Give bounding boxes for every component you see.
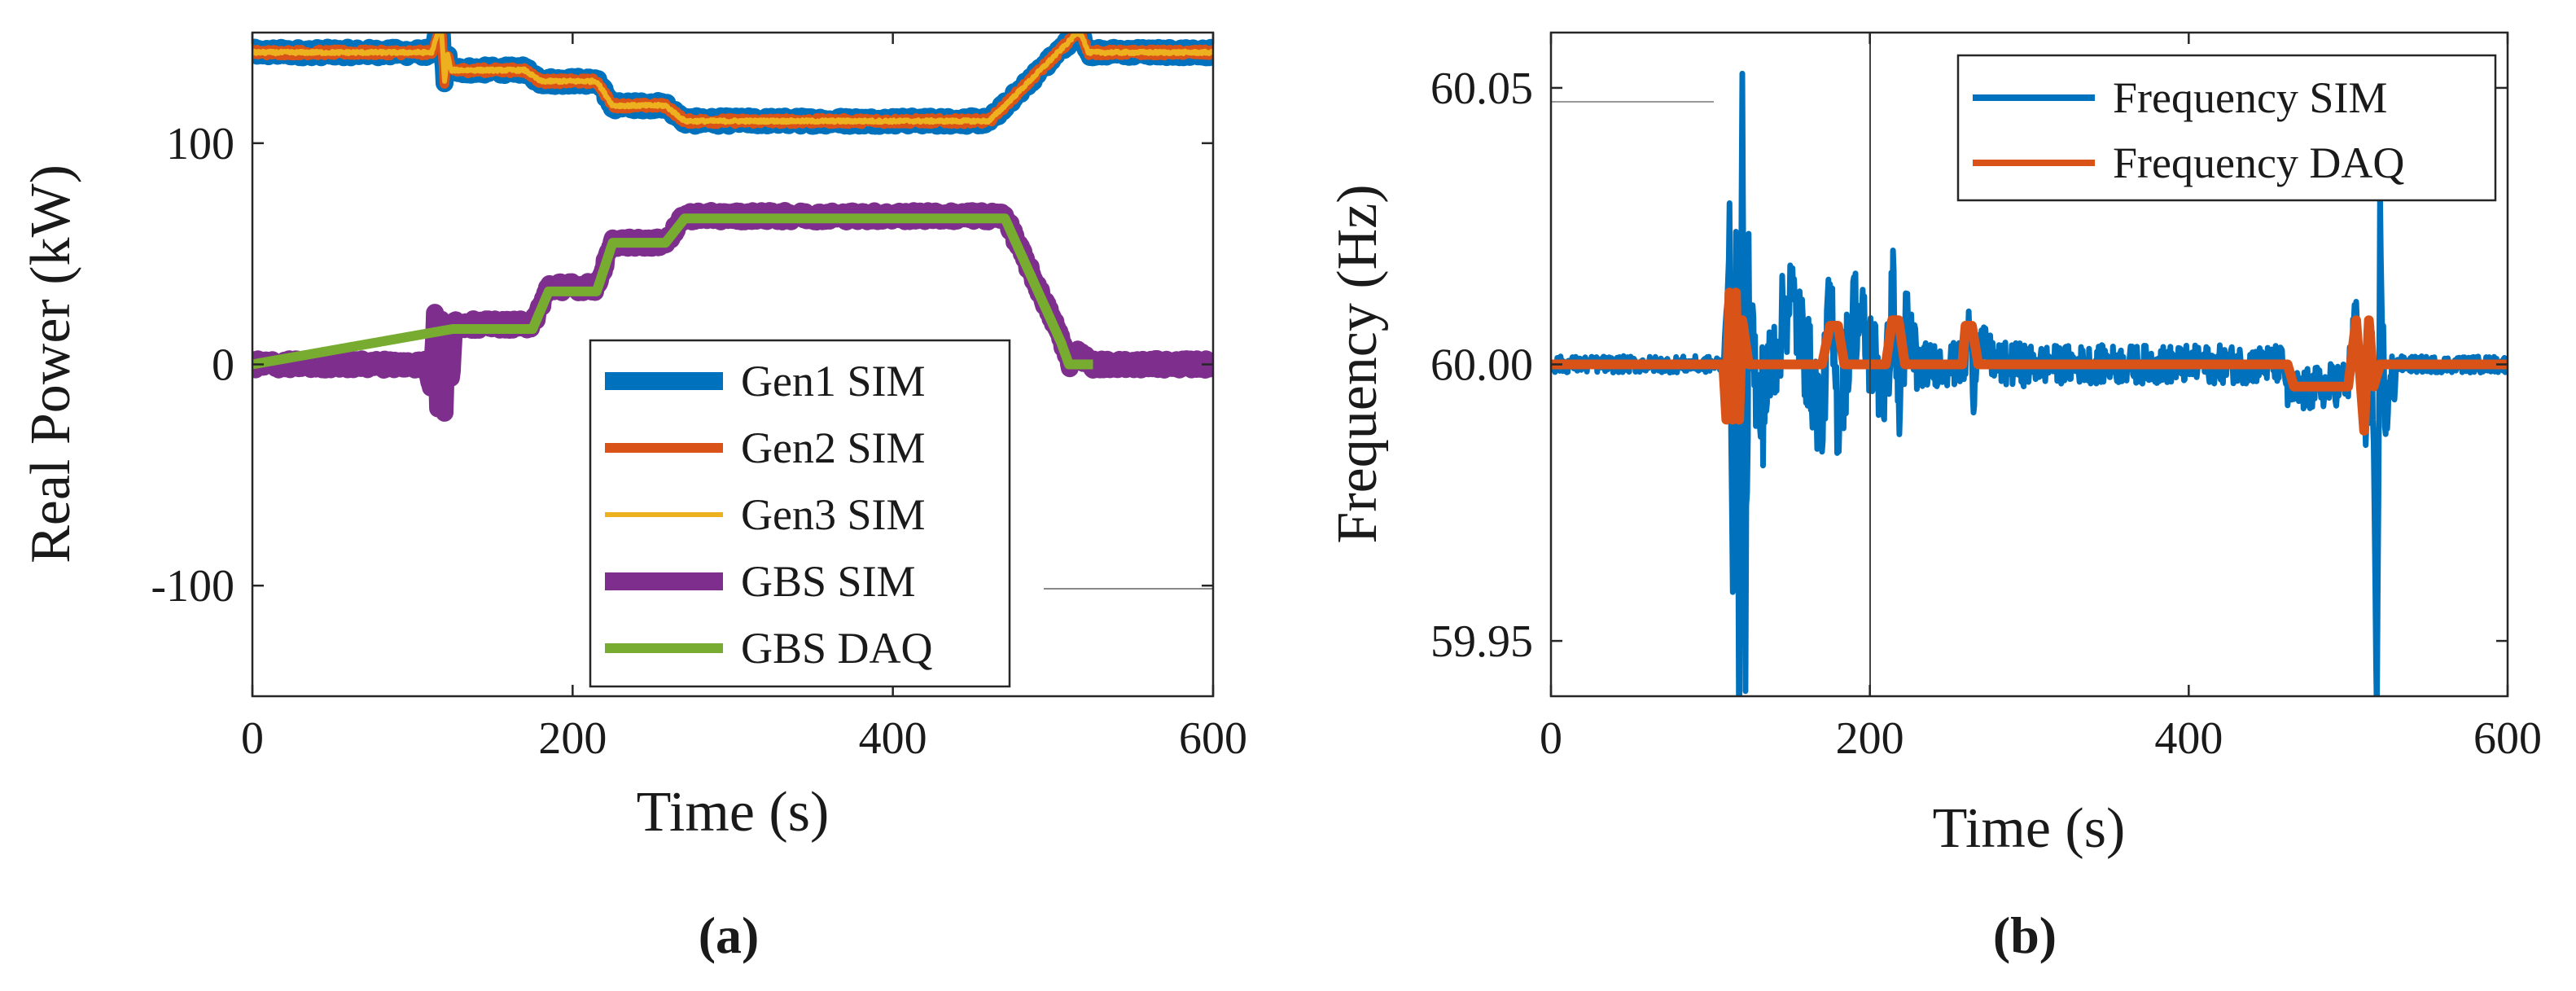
panel-a-x-tick-label: 200 bbox=[538, 713, 607, 764]
panel-a-legend-label: Gen3 SIM bbox=[741, 490, 926, 539]
panel-b-y-tick-label: 59.95 bbox=[1430, 616, 1533, 667]
panel-a-y-tick-label: -100 bbox=[151, 561, 234, 612]
panel-b-legend-box bbox=[1956, 54, 2497, 202]
panel-a-legend-label: GBS DAQ bbox=[741, 624, 933, 673]
panel-a-legend-label: Gen1 SIM bbox=[741, 357, 926, 406]
panel-a-x-tick-label: 0 bbox=[241, 713, 264, 764]
panel-a-y-axis-label: Real Power (kW) bbox=[20, 164, 82, 563]
panel-b-y-tick-label: 60.05 bbox=[1430, 64, 1533, 114]
panel-b-y-axis-label: Frequency (Hz) bbox=[1326, 184, 1389, 543]
panel-b-x-tick-label: 400 bbox=[2154, 713, 2223, 764]
panel-a-power-chart: 0 200 400 600 -100 0 100 Time (s) Real Power (… bbox=[20, 31, 1247, 964]
panel-a-series-line-gen3-sim bbox=[252, 33, 1213, 125]
panel-b-x-axis-label: Time (s) bbox=[1933, 797, 2126, 860]
panel-a-x-axis-label: Time (s) bbox=[637, 781, 830, 844]
panel-a-series-line-gbs-daq bbox=[252, 213, 1097, 370]
panel-b-x-tick-label: 200 bbox=[1836, 713, 1904, 764]
panel-b-frequency-chart: 0 200 400 600 59.95 60.00 60.05 Time (s) Frequ… bbox=[1326, 31, 2542, 964]
panel-b-series-line-frequency-daq bbox=[1551, 287, 2508, 436]
panel-a-legend-label: GBS SIM bbox=[741, 557, 916, 606]
panel-b-caption: (b) bbox=[1993, 906, 2057, 964]
panel-a-y-tick-label: 0 bbox=[212, 340, 234, 391]
panel-b-legend-label: Frequency SIM bbox=[2113, 73, 2387, 122]
panel-a-caption: (a) bbox=[699, 906, 760, 964]
panel-b-x-tick-label: 600 bbox=[2473, 713, 2542, 764]
panel-a-legend-label: Gen2 SIM bbox=[741, 423, 926, 472]
panel-b-legend-label: Frequency DAQ bbox=[2113, 138, 2404, 187]
panel-b-y-tick-label: 60.00 bbox=[1430, 340, 1533, 391]
panel-a-y-tick-label: 100 bbox=[166, 119, 234, 169]
panel-a-x-tick-label: 600 bbox=[1179, 713, 1247, 764]
panel-a-x-tick-label: 400 bbox=[859, 713, 927, 764]
panel-b-x-tick-label: 0 bbox=[1540, 713, 1562, 764]
